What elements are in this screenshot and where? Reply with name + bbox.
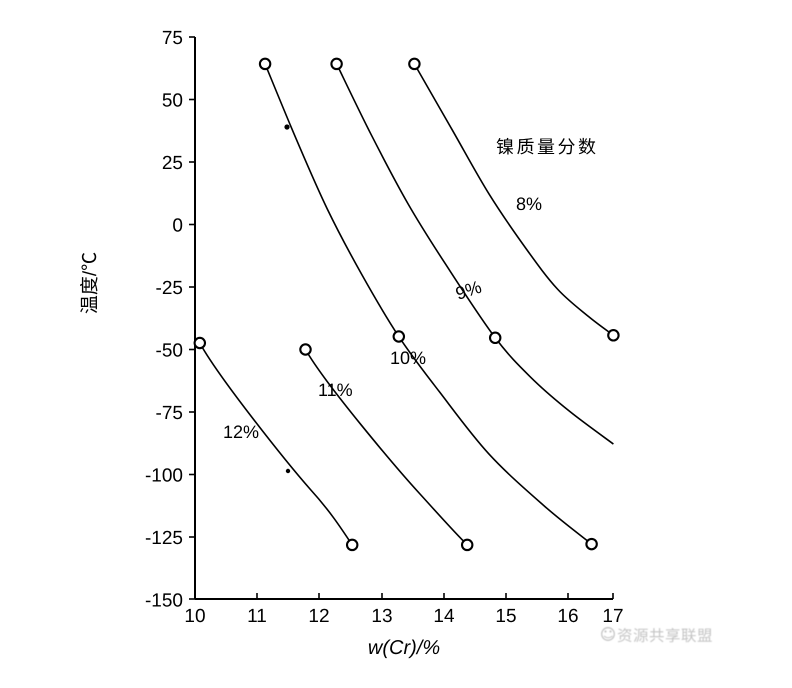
svg-text:-125: -125 <box>145 528 183 549</box>
svg-text:25: 25 <box>162 153 183 174</box>
svg-text:-75: -75 <box>156 403 183 424</box>
svg-text:-50: -50 <box>156 341 183 362</box>
svg-text:10: 10 <box>184 606 205 627</box>
svg-text:温度/℃: 温度/℃ <box>79 252 101 314</box>
svg-text:0: 0 <box>172 216 183 237</box>
svg-text:11%: 11% <box>318 380 353 400</box>
svg-text:镍质量分数: 镍质量分数 <box>496 137 599 157</box>
svg-text:12%: 12% <box>223 422 259 442</box>
svg-text:75: 75 <box>162 28 183 49</box>
svg-text:8%: 8% <box>516 194 542 214</box>
svg-text:10%: 10% <box>390 348 426 368</box>
svg-text:12: 12 <box>308 606 329 627</box>
svg-text:11: 11 <box>247 606 267 627</box>
svg-text:14: 14 <box>433 606 455 627</box>
svg-text:17: 17 <box>602 606 623 627</box>
svg-text:50: 50 <box>162 91 183 112</box>
svg-text:15: 15 <box>495 606 516 627</box>
svg-text:-150: -150 <box>145 591 183 612</box>
svg-text:w(Cr)/%: w(Cr)/% <box>368 637 440 659</box>
svg-text:-25: -25 <box>156 278 183 299</box>
svg-text:16: 16 <box>557 606 578 627</box>
svg-text:资源共享联盟: 资源共享联盟 <box>617 627 713 645</box>
svg-text:-100: -100 <box>145 466 183 487</box>
svg-text:13: 13 <box>371 606 392 627</box>
